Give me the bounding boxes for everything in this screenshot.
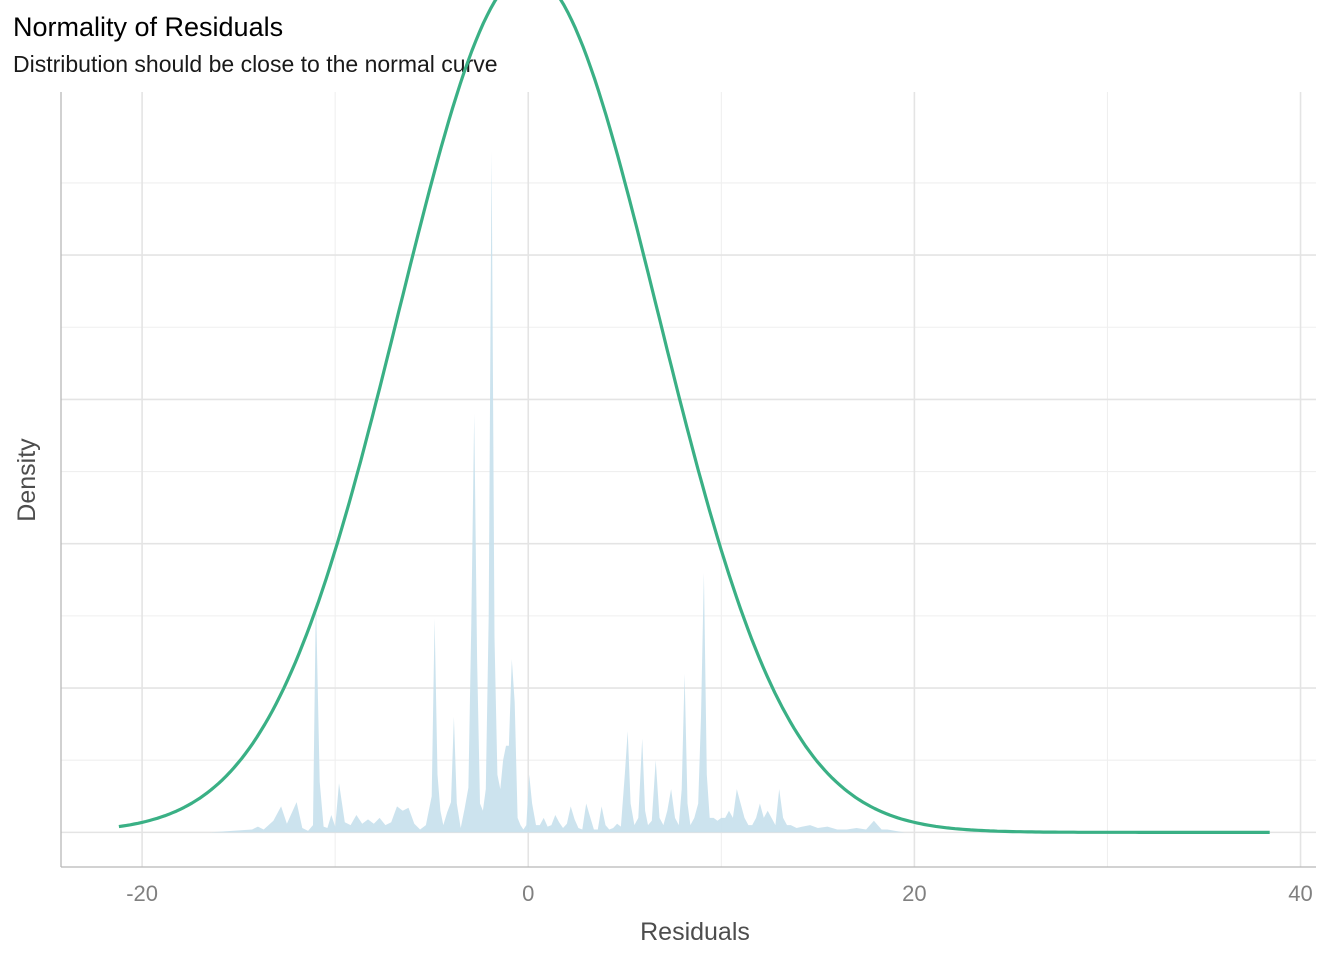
normal-curve-line [118, 0, 1270, 834]
x-tick-label: -20 [126, 881, 158, 906]
x-tick-label: 0 [522, 881, 534, 906]
density-area-layer [209, 151, 905, 833]
chart-title: Normality of Residuals [13, 12, 283, 42]
gridlines [61, 92, 1316, 867]
x-tick-label: 40 [1288, 881, 1312, 906]
normal-curve-layer [118, 0, 1270, 834]
x-tick-labels: -20 0 20 40 [126, 881, 1313, 906]
x-axis-title: Residuals [640, 918, 750, 946]
axes [60, 92, 1316, 868]
chart-subtitle: Distribution should be close to the norm… [13, 51, 498, 77]
x-tick-label: 20 [902, 881, 926, 906]
residual-density-area [209, 151, 905, 833]
y-axis-title: Density [13, 438, 41, 522]
